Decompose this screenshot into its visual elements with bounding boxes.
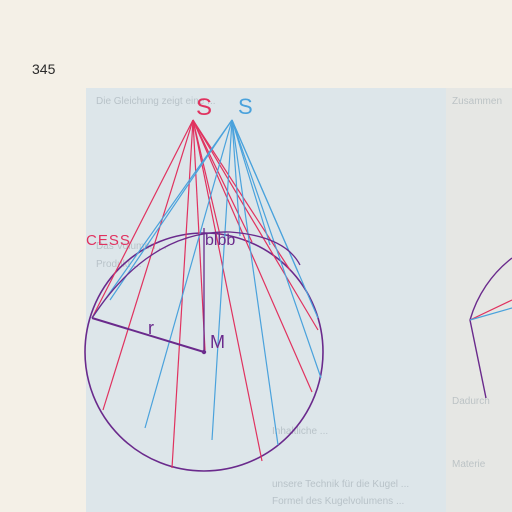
center-label: M (210, 332, 225, 352)
red-cone-lines (91, 119, 319, 469)
faded-text-line: Das Volumen ... (96, 241, 167, 252)
apex-blue-label: S (238, 94, 253, 119)
shaded-text-panel (86, 88, 446, 512)
red-line-right (469, 299, 512, 321)
radius-label: r (148, 318, 154, 338)
cap-arc (91, 231, 301, 319)
radius-line (91, 317, 205, 353)
right-text-panel (446, 88, 512, 512)
cess-label: CESS (86, 232, 131, 249)
center-point (201, 349, 207, 355)
apex-red-label: S (196, 94, 213, 121)
faded-text-line: Formel des Kugelvolumens ... (272, 496, 405, 507)
blue-line-right (469, 307, 512, 321)
page-number: 345 (32, 61, 56, 77)
faded-text-line: Die Gleichung zeigt eine ... (96, 96, 216, 107)
second-sphere-outline (469, 257, 512, 399)
faded-text-line: Materie (452, 459, 486, 470)
arc-label: blbb (205, 232, 236, 249)
faded-text-line: Zusammen (452, 96, 503, 107)
faded-text-line: Dadurch (452, 396, 490, 407)
blue-cone-lines (91, 119, 322, 446)
faded-text-line: Inhaltliche ... (272, 426, 329, 437)
faded-text-line: unsere Technik für die Kugel ... (272, 479, 410, 490)
